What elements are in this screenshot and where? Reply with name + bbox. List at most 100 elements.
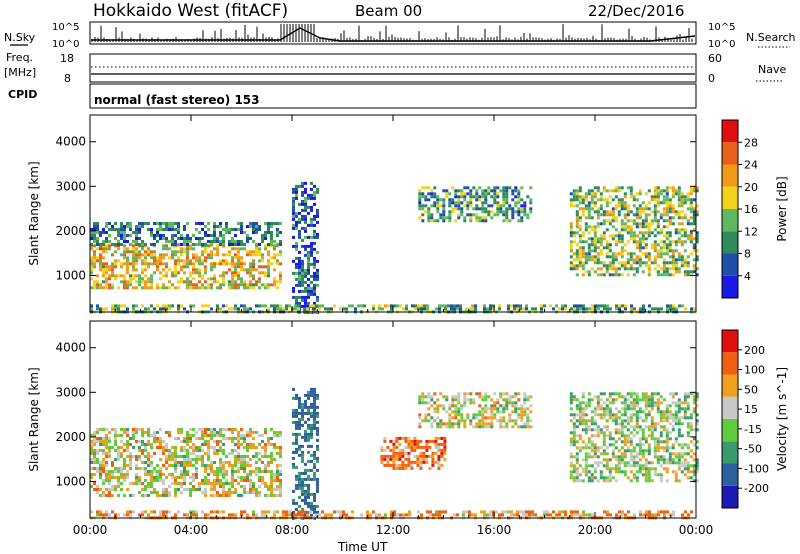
data-cell [404, 457, 408, 461]
data-cell [475, 422, 479, 426]
data-cell [472, 195, 476, 199]
data-cell [231, 274, 234, 278]
data-cell [617, 189, 621, 193]
y-tick-label: 2000 [55, 224, 86, 238]
data-cell [93, 225, 96, 228]
data-cell [315, 513, 318, 517]
data-cell [159, 494, 162, 497]
data-cell [668, 243, 672, 247]
data-cell [626, 219, 630, 223]
data-cell [525, 513, 528, 517]
data-cell [671, 425, 675, 429]
data-cell [665, 458, 669, 462]
data-cell [650, 210, 654, 214]
data-cell [534, 513, 537, 517]
data-cell [523, 213, 527, 217]
data-cell [680, 461, 684, 465]
data-cell [635, 425, 639, 429]
data-cell [237, 467, 240, 470]
data-cell [231, 259, 234, 263]
data-cell [316, 456, 319, 460]
data-cell [638, 407, 642, 411]
colorbar-swatch [722, 352, 738, 375]
data-cell [198, 237, 201, 240]
data-cell [222, 271, 225, 275]
data-cell [147, 434, 150, 437]
data-cell [425, 448, 429, 452]
data-cell [641, 431, 645, 435]
data-cell [162, 446, 165, 449]
data-cell [180, 237, 183, 240]
data-cell [177, 228, 180, 231]
data-cell [96, 247, 99, 251]
data-cell [448, 192, 452, 196]
data-cell [526, 216, 530, 220]
data-cell [635, 443, 639, 447]
data-cell [295, 184, 298, 188]
data-cell [267, 228, 270, 231]
data-cell [234, 470, 237, 473]
data-cell [611, 467, 615, 471]
data-cell [159, 286, 162, 290]
data-cell [138, 467, 141, 470]
data-cell [255, 283, 258, 287]
data-cell [626, 446, 630, 450]
data-cell [108, 494, 111, 497]
data-cell [99, 440, 102, 443]
data-cell [677, 252, 681, 256]
data-cell [183, 225, 186, 228]
data-cell [204, 243, 207, 246]
data-cell [255, 513, 258, 517]
data-cell [641, 210, 645, 214]
data-cell [153, 234, 156, 237]
data-cell [508, 395, 512, 399]
data-cell [487, 189, 491, 193]
data-cell [162, 304, 165, 308]
data-cell [511, 395, 515, 399]
data-cell [596, 261, 600, 265]
data-cell [165, 446, 168, 449]
data-cell [683, 407, 687, 411]
data-cell [264, 467, 267, 470]
data-cell [581, 252, 585, 256]
data-cell [435, 307, 438, 311]
data-cell [117, 446, 120, 449]
data-cell [608, 473, 612, 477]
data-cell [102, 231, 105, 234]
data-cell [653, 404, 657, 408]
data-cell [413, 460, 417, 464]
data-cell [457, 216, 461, 220]
data-cell [222, 467, 225, 470]
data-cell [641, 207, 645, 211]
data-cell [644, 404, 648, 408]
data-cell [523, 392, 527, 396]
data-cell [117, 259, 120, 263]
data-cell [398, 442, 402, 446]
data-cell [105, 488, 108, 491]
data-cell [635, 243, 639, 247]
data-cell [231, 476, 234, 479]
data-cell [126, 513, 129, 517]
data-cell [301, 298, 304, 302]
data-cell [313, 256, 316, 260]
data-cell [117, 234, 120, 237]
data-cell [428, 466, 432, 470]
data-cell [231, 479, 234, 482]
data-cell [396, 513, 399, 517]
data-cell [219, 431, 222, 434]
colorbar-tick-label: 28 [744, 136, 758, 149]
data-cell [129, 443, 132, 446]
data-cell [638, 437, 642, 441]
data-cell [584, 428, 588, 432]
data-cell [135, 431, 138, 434]
data-cell [96, 488, 99, 491]
data-cell [602, 476, 606, 480]
data-cell [129, 262, 132, 266]
data-cell [635, 222, 639, 226]
data-cell [593, 228, 597, 232]
data-cell [593, 246, 597, 250]
data-cell [611, 476, 615, 480]
data-cell [656, 225, 660, 229]
data-cell [433, 219, 437, 223]
data-cell [647, 413, 651, 417]
